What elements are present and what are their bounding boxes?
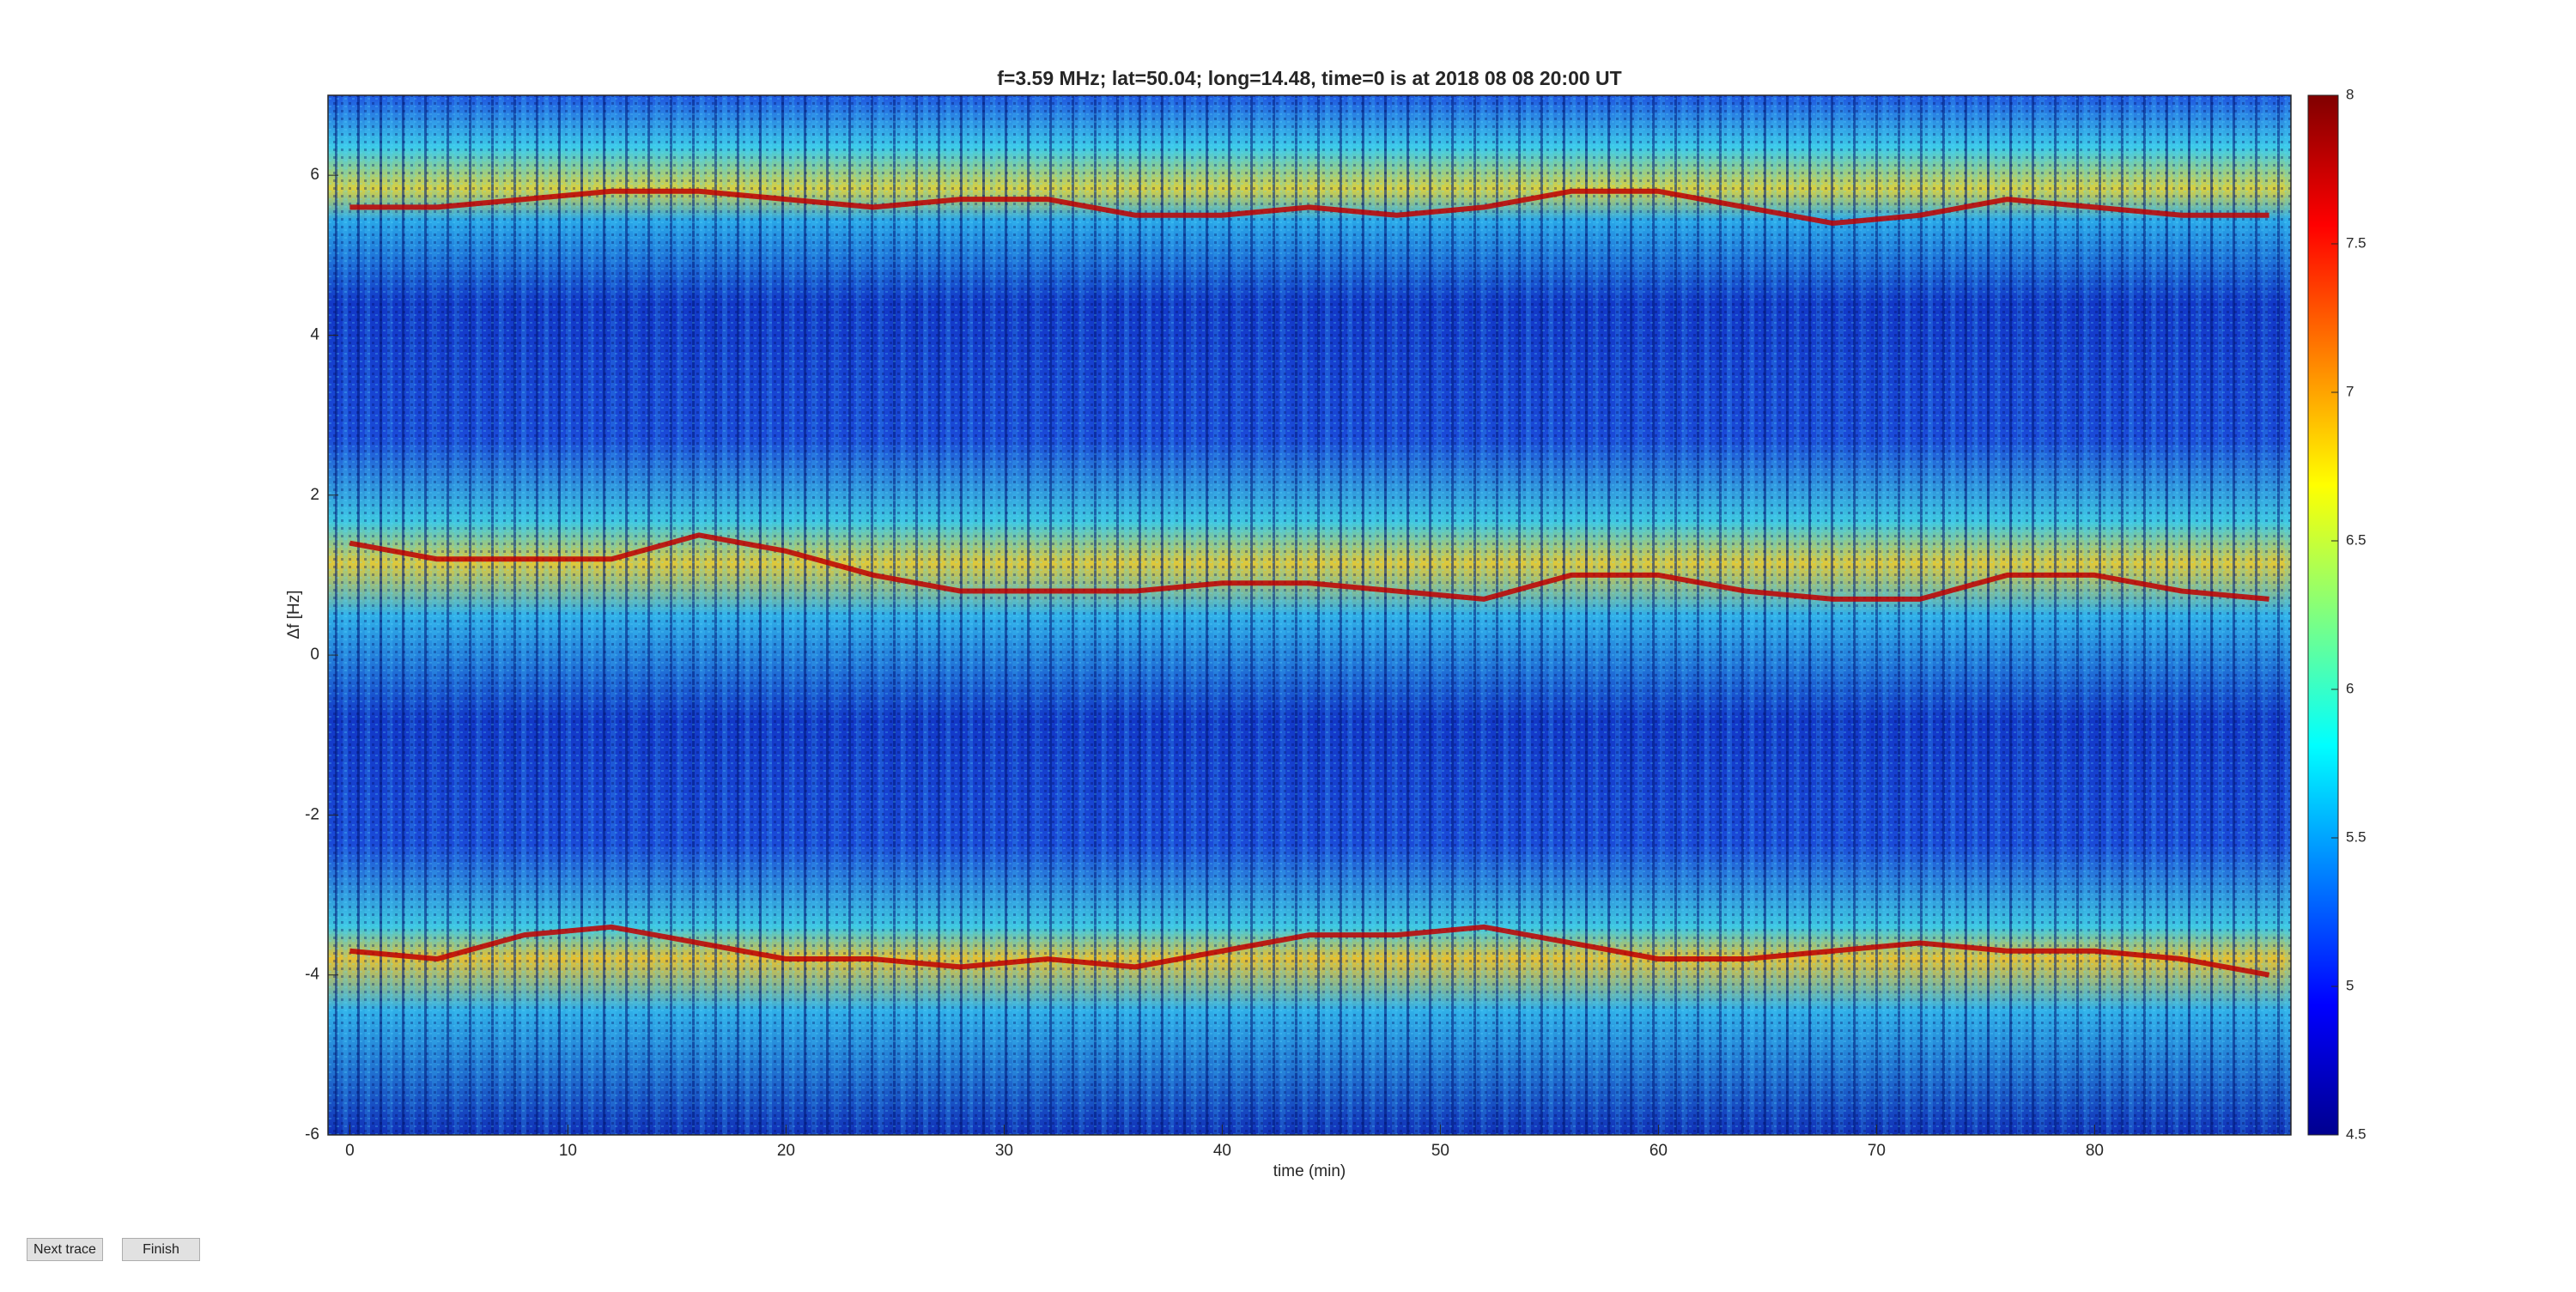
y-tick-label: 0 <box>310 646 319 664</box>
y-tick-label: 4 <box>310 325 319 343</box>
figure: f=3.59 MHz; lat=50.04; long=14.48, time=… <box>285 67 2366 1180</box>
colorbar-tick-label: 8 <box>2346 86 2354 102</box>
y-axis-label: Δf [Hz] <box>285 590 303 639</box>
colorbar-tick-label: 7 <box>2346 383 2354 399</box>
chart-title: f=3.59 MHz; lat=50.04; long=14.48, time=… <box>997 67 1621 89</box>
colorbar-tick-label: 5.5 <box>2346 828 2366 845</box>
x-tick-label: 10 <box>559 1142 577 1160</box>
axes-box <box>327 94 2292 1136</box>
button[interactable]: Finish <box>122 1238 200 1261</box>
colorbar-tick-label: 6 <box>2346 680 2354 696</box>
spectrogram-noise <box>328 95 2291 1135</box>
y-tick-label: -6 <box>305 1125 319 1143</box>
x-tick-label: 80 <box>2086 1142 2104 1160</box>
y-tick-label: 6 <box>310 166 319 184</box>
x-tick-label: 60 <box>1649 1142 1668 1160</box>
colorbar-tick-label: 4.5 <box>2346 1125 2366 1142</box>
x-tick-label: 20 <box>777 1142 795 1160</box>
x-tick-label: 50 <box>1431 1142 1449 1160</box>
x-tick-label: 40 <box>1213 1142 1231 1160</box>
colorbar <box>2307 94 2339 1136</box>
colorbar-tick-label: 7.5 <box>2346 234 2366 251</box>
button[interactable]: Next trace <box>27 1238 103 1261</box>
colorbar-tick-label: 5 <box>2346 977 2354 993</box>
x-axis-label: time (min) <box>1273 1162 1346 1180</box>
trace <box>349 188 2269 227</box>
x-tick-label: 30 <box>995 1142 1013 1160</box>
x-tick-label: 0 <box>345 1142 355 1160</box>
colorbar-tick-label: 6.5 <box>2346 531 2366 548</box>
trace <box>349 924 2270 978</box>
y-tick-label: -2 <box>305 805 319 823</box>
y-tick-label: -4 <box>305 966 319 984</box>
y-tick-label: 2 <box>310 486 319 504</box>
x-tick-label: 70 <box>1868 1142 1886 1160</box>
trace <box>349 532 2269 602</box>
